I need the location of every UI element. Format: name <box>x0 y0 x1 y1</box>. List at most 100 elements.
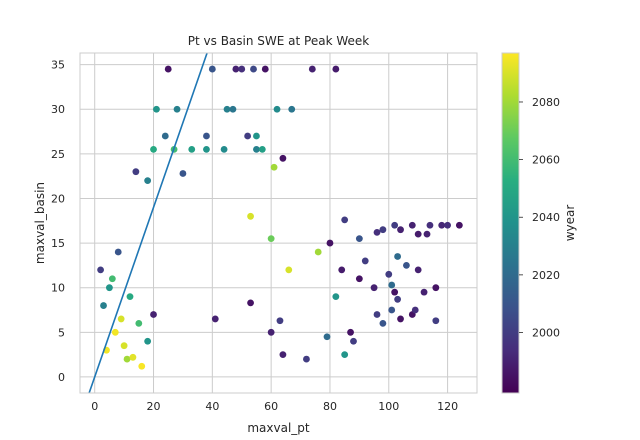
y-tick-label: 35 <box>51 59 65 72</box>
y-axis-label: maxval_basin <box>33 182 47 264</box>
data-point <box>303 355 310 363</box>
data-point <box>403 261 410 269</box>
data-point <box>247 212 254 220</box>
plot-frame <box>79 52 478 394</box>
data-point <box>397 315 404 323</box>
data-point <box>150 311 157 318</box>
chart-title: Pt vs Basin SWE at Peak Week <box>188 34 370 48</box>
y-tick-label: 5 <box>58 326 65 339</box>
data-point <box>144 177 152 185</box>
y-tick-label: 0 <box>58 371 65 384</box>
data-point <box>100 302 107 309</box>
data-point <box>379 226 387 234</box>
data-point <box>414 230 422 238</box>
data-point <box>106 284 113 292</box>
data-point <box>173 105 181 113</box>
data-point <box>394 295 401 303</box>
colorbar-tick-label: 2000 <box>532 326 560 339</box>
data-point <box>288 105 296 113</box>
data-point <box>208 65 216 73</box>
data-point <box>411 306 419 314</box>
y-tick-label: 20 <box>51 192 65 205</box>
colorbar-tick-label: 2080 <box>532 96 560 109</box>
colorbar-tick-label: 2040 <box>532 211 560 224</box>
data-point <box>117 315 125 323</box>
data-point <box>332 65 340 73</box>
data-point <box>179 170 187 177</box>
data-point <box>126 293 134 301</box>
data-point <box>153 105 160 113</box>
data-point <box>238 65 246 73</box>
x-axis-label: maxval_pt <box>247 421 310 435</box>
data-point <box>432 317 440 325</box>
y-tick-label: 10 <box>51 282 65 295</box>
data-point <box>244 132 252 140</box>
y-tick-labels: 0 5 10 15 20 25 30 35 <box>51 59 65 384</box>
data-point <box>355 275 363 283</box>
data-point <box>253 132 260 140</box>
data-point <box>347 328 354 336</box>
scatter-points <box>97 65 463 370</box>
colorbar-label: wyear <box>563 205 577 242</box>
data-point <box>111 328 119 336</box>
data-point <box>341 216 349 224</box>
x-tick-label: 80 <box>323 400 337 413</box>
data-point <box>164 65 172 73</box>
data-point <box>270 163 278 171</box>
data-point <box>188 145 196 153</box>
data-point <box>114 248 122 256</box>
colorbar <box>502 53 519 393</box>
colorbar-tick-label: 2060 <box>532 154 560 167</box>
data-point <box>223 105 231 113</box>
data-point <box>326 239 334 247</box>
data-point <box>414 266 422 274</box>
data-point <box>423 230 431 238</box>
x-tick-label: 40 <box>205 400 219 413</box>
data-point <box>161 132 169 140</box>
grid <box>80 53 477 393</box>
data-point <box>203 132 210 140</box>
data-point <box>279 154 287 162</box>
data-point <box>355 235 363 243</box>
data-point <box>338 266 346 274</box>
data-point <box>341 351 349 359</box>
data-point <box>129 353 137 361</box>
colorbar-tick-labels: 2000 2020 2040 2060 2080 <box>519 96 560 339</box>
data-point <box>108 275 116 283</box>
reference-line-group <box>88 53 208 393</box>
data-point <box>279 351 287 359</box>
data-point <box>373 228 381 236</box>
data-point <box>267 235 275 243</box>
data-point <box>144 337 152 345</box>
data-point <box>373 311 381 318</box>
data-point <box>97 266 104 274</box>
data-point <box>253 145 260 153</box>
data-point <box>135 319 143 327</box>
data-point <box>258 145 266 153</box>
data-point <box>267 328 275 336</box>
y-tick-label: 25 <box>51 148 65 161</box>
data-point <box>250 65 257 73</box>
data-point <box>314 248 322 256</box>
data-point <box>455 221 463 229</box>
data-point <box>120 342 128 350</box>
data-point <box>350 337 357 345</box>
x-tick-label: 20 <box>147 400 161 413</box>
data-point <box>261 65 269 73</box>
data-point <box>361 257 369 265</box>
data-point <box>444 221 451 229</box>
data-point <box>229 105 237 113</box>
x-tick-label: 60 <box>264 400 278 413</box>
y-tick-label: 15 <box>51 237 65 250</box>
data-point <box>132 168 140 176</box>
data-point <box>323 333 331 341</box>
data-point <box>308 65 316 73</box>
data-point <box>276 317 284 325</box>
data-point <box>285 266 293 274</box>
x-tick-label: 100 <box>378 400 399 413</box>
colorbar-frame <box>501 52 520 394</box>
data-point <box>273 105 281 113</box>
data-point <box>391 221 399 229</box>
data-point <box>332 293 340 301</box>
